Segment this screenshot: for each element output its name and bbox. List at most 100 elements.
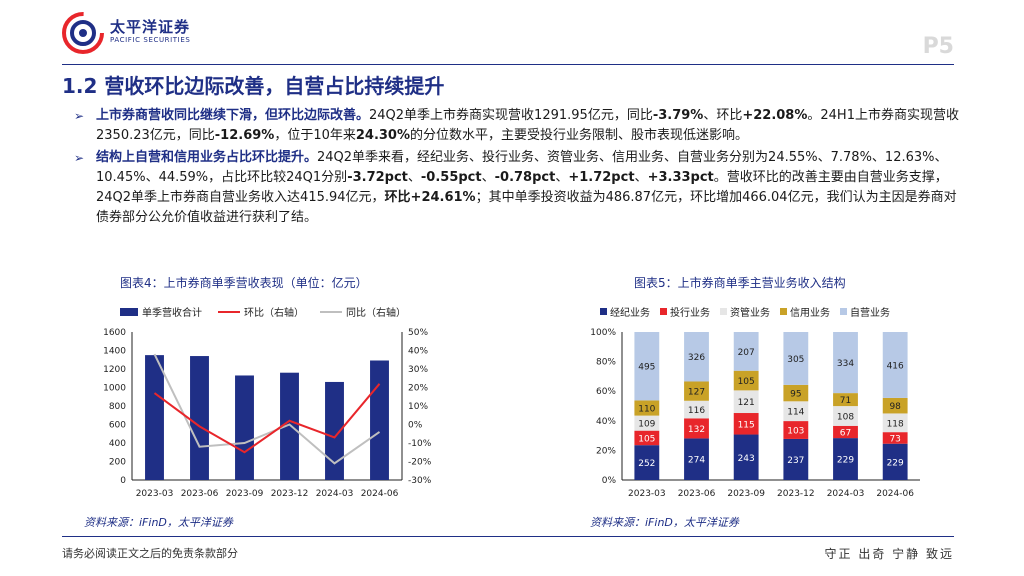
stack-segment xyxy=(783,332,809,385)
stack-segment xyxy=(882,413,908,433)
stack-segment xyxy=(733,370,759,391)
bullet-value: -0.78pct xyxy=(494,170,556,185)
stack-segment xyxy=(733,390,759,414)
footer-slogan: 守正 出奇 宁静 致远 xyxy=(824,547,954,561)
legend-label: 资管业务 xyxy=(730,308,770,319)
legend-item: 环比（右轴） xyxy=(218,304,304,319)
y-left-tick-label: 400 xyxy=(109,439,126,449)
stack-value-label: 416 xyxy=(887,361,904,371)
stack-segment xyxy=(833,332,858,394)
y-left-tick-label: 600 xyxy=(109,421,126,431)
y-tick-label: 100% xyxy=(590,328,616,338)
legend-label: 经纪业务 xyxy=(610,308,650,319)
y-left-tick-label: 200 xyxy=(109,458,126,468)
figure4-title: 图表4：上市券商单季营收表现（单位：亿元） xyxy=(120,276,368,290)
stack-segment xyxy=(833,393,858,407)
legend-item: 经纪业务 xyxy=(600,304,650,319)
y-tick-label: 80% xyxy=(596,358,616,368)
stack-value-label: 305 xyxy=(787,355,804,365)
stack-value-label: 67 xyxy=(840,428,851,438)
bullet-list: ➢ 上市券商营收同比继续下滑，但环比边际改善。24Q2单季上市券商实现营收129… xyxy=(62,106,962,228)
y-tick-label: 20% xyxy=(596,446,616,456)
legend-label: 信用业务 xyxy=(790,308,830,319)
stack-segment xyxy=(684,332,709,382)
figure4-revenue-chart: 0 200 400 600 800 1000 1200 1400 1600 50% 40% 30% 20… xyxy=(103,328,432,499)
stack-value-label: 229 xyxy=(887,458,904,468)
stack-value-label: 98 xyxy=(889,402,901,412)
bullet-lead: 结构上自营和信用业务占比环比提升。 xyxy=(96,150,318,165)
bullet-value: +1.72pct xyxy=(568,170,635,185)
logo-english-name: PACIFIC SECURITIES xyxy=(110,36,191,44)
x-tick-label: 2024-03 xyxy=(316,489,354,499)
bullet-text: 。24H1上市券商实现营收2350.23亿元，同比 xyxy=(96,108,959,143)
mom-line xyxy=(153,383,381,454)
stack-segment xyxy=(882,432,908,444)
stack-segment xyxy=(882,443,908,480)
bullet-text: 的分位数水平，主要受投行业务限制、股市表现低迷影响。 xyxy=(410,128,749,143)
y-right-tick-label: -10% xyxy=(408,439,432,449)
stack-value-label: 121 xyxy=(738,398,755,408)
stack-value-label: 207 xyxy=(738,348,755,358)
stack-segment xyxy=(783,384,809,402)
y-right-tick-label: 0% xyxy=(408,421,423,431)
yoy-line xyxy=(153,353,381,465)
revenue-bar xyxy=(325,381,344,480)
stack-segment xyxy=(634,332,660,401)
stack-segment xyxy=(684,418,709,439)
legend-swatch-mom xyxy=(218,310,240,313)
bullet-sep: 、 xyxy=(555,170,569,185)
x-tick-label: 2024-06 xyxy=(876,489,914,499)
stack-segment xyxy=(634,445,660,480)
figure5-legend: 经纪业务 投行业务 资管业务 信用业务 自营业务 xyxy=(600,304,900,319)
legend-swatch xyxy=(660,308,667,315)
bullet-sep: 、 xyxy=(407,170,421,185)
stack-value-label: 110 xyxy=(638,405,655,415)
y-left-tick-label: 1400 xyxy=(103,347,126,357)
legend-item: 资管业务 xyxy=(720,304,770,319)
section-title: 1.2 营收环比边际改善，自营占比持续提升 xyxy=(62,74,445,98)
stack-segment xyxy=(634,430,660,446)
legend-label: 单季营收合计 xyxy=(142,308,202,319)
bullet-value: +22.08% xyxy=(742,108,808,123)
stack-value-label: 116 xyxy=(688,406,705,416)
legend-label: 自营业务 xyxy=(850,308,890,319)
arrow-bullet-icon: ➢ xyxy=(74,109,85,123)
stack-value-label: 274 xyxy=(688,456,705,466)
y-left-tick-label: 800 xyxy=(109,402,126,412)
company-logo: 太平洋证券 PACIFIC SECURITIES xyxy=(62,10,212,54)
stack-segment xyxy=(783,421,809,439)
x-tick-label: 2024-03 xyxy=(827,489,865,499)
y-right-tick-label: 40% xyxy=(408,347,428,357)
bullet-text: 。营收环比的改善主要由自营业务支撑，24Q2单季上市券商自营业务收入达415.9… xyxy=(96,170,948,205)
y-right-tick-label: 10% xyxy=(408,402,428,412)
bullet-text: ，位于10年来 xyxy=(274,128,356,143)
y-left-tick-label: 0 xyxy=(120,476,126,486)
stack-value-label: 114 xyxy=(787,408,804,418)
x-tick-label: 2023-06 xyxy=(181,489,219,499)
x-tick-label: 2023-03 xyxy=(628,489,666,499)
y-right-tick-label: 30% xyxy=(408,365,428,375)
revenue-bar xyxy=(190,356,209,480)
stack-value-label: 334 xyxy=(837,359,854,369)
legend-swatch xyxy=(780,308,787,315)
bullet-text: 、环比 xyxy=(703,108,743,123)
bullet-value: -3.72pct xyxy=(347,170,408,185)
stack-segment xyxy=(833,438,858,480)
legend-label: 同比（右轴） xyxy=(346,308,406,319)
legend-item: 同比（右轴） xyxy=(320,304,406,319)
y-right-tick-label: 50% xyxy=(408,328,428,338)
stack-segment xyxy=(634,415,660,431)
stack-value-label: 229 xyxy=(837,456,854,466)
stack-value-label: 326 xyxy=(688,353,705,363)
y-tick-label: 60% xyxy=(596,387,616,397)
revenue-bar xyxy=(370,360,389,480)
figure5-title: 图表5：上市券商单季主营业务收入结构 xyxy=(634,276,846,290)
y-right-tick-label: -20% xyxy=(408,458,432,468)
legend-swatch xyxy=(840,308,847,315)
legend-label: 环比（右轴） xyxy=(244,308,304,319)
stack-segment xyxy=(684,438,709,480)
x-tick-label: 2023-09 xyxy=(226,489,264,499)
bullet-text: 24Q2单季上市券商实现营收1291.95亿元，同比 xyxy=(369,108,653,123)
header-divider xyxy=(62,64,954,65)
legend-swatch-bar xyxy=(120,307,138,316)
